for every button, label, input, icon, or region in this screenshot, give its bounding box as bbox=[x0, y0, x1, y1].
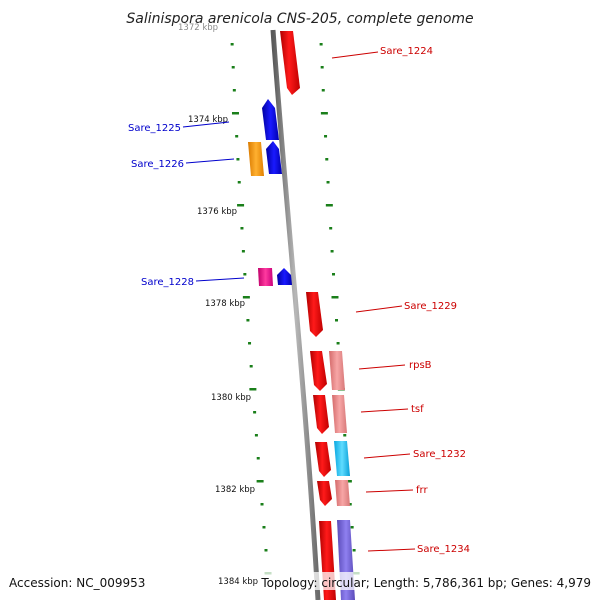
tick-mark bbox=[231, 112, 239, 115]
tick-mark bbox=[256, 457, 260, 460]
gene-rpsb-companion[interactable] bbox=[329, 351, 345, 390]
kbp-label: 1382 kbp bbox=[215, 485, 255, 495]
gene-sare-1228-companion[interactable] bbox=[258, 268, 273, 286]
kbp-label: 1384 kbp bbox=[218, 577, 258, 587]
tick-mark bbox=[325, 158, 329, 161]
kbp-label: 1376 kbp bbox=[197, 207, 237, 217]
tick-mark bbox=[231, 66, 235, 69]
tick-mark bbox=[249, 365, 253, 368]
tick-mark bbox=[236, 158, 240, 161]
tick-mark bbox=[248, 342, 252, 345]
left-label-connectors bbox=[182, 121, 245, 282]
tick-mark bbox=[352, 549, 356, 552]
tick-mark bbox=[254, 434, 258, 437]
tick-mark bbox=[321, 89, 325, 92]
tick-mark bbox=[256, 480, 264, 483]
tick-mark bbox=[264, 549, 268, 552]
right-label-connectors bbox=[331, 51, 416, 552]
tick-mark bbox=[330, 250, 334, 253]
tick-mark bbox=[230, 43, 234, 46]
gene-rpsb-arrow[interactable] bbox=[310, 351, 327, 391]
tick-mark bbox=[237, 204, 245, 207]
gene-label-frr[interactable]: frr bbox=[416, 485, 428, 496]
gene-sare-1229-arrow[interactable] bbox=[306, 292, 323, 337]
kbp-label: 1374 kbp bbox=[188, 115, 228, 125]
tick-mark bbox=[350, 526, 354, 529]
tick-mark bbox=[343, 434, 347, 437]
tick-mark bbox=[237, 181, 241, 184]
tick-mark bbox=[336, 342, 340, 345]
gene-sare-1224-arrow[interactable] bbox=[280, 31, 300, 95]
gene-label-sare-1232[interactable]: Sare_1232 bbox=[413, 449, 466, 460]
tick-mark bbox=[325, 204, 333, 207]
genome-info-text: Topology: circular; Length: 5,786,361 bp… bbox=[260, 576, 591, 590]
genome-backbone bbox=[270, 29, 321, 600]
tick-mark bbox=[329, 227, 333, 230]
tick-mark bbox=[260, 503, 264, 506]
tick-mark bbox=[320, 66, 324, 69]
tick-mark bbox=[240, 227, 244, 230]
kbp-label: 1380 kbp bbox=[211, 393, 251, 403]
gene-sare-1226-companion[interactable] bbox=[248, 142, 264, 176]
gene-label-sare-1224[interactable]: Sare_1224 bbox=[380, 46, 433, 57]
gene-sare-1226-arrow[interactable] bbox=[266, 141, 282, 174]
tick-mark bbox=[319, 43, 323, 46]
tick-mark bbox=[243, 273, 247, 276]
kbp-label: 1372 kbp bbox=[178, 23, 218, 33]
gene-frr-arrow[interactable] bbox=[317, 481, 332, 506]
left-tick-track bbox=[230, 43, 272, 575]
tick-mark bbox=[241, 250, 245, 253]
gene-frr-companion[interactable] bbox=[335, 480, 350, 506]
tick-mark bbox=[324, 135, 328, 138]
map-title: Salinispora arenicola CNS-205, complete … bbox=[126, 11, 473, 27]
gene-tsf-arrow[interactable] bbox=[313, 395, 329, 434]
accession-text: Accession: NC_009953 bbox=[9, 576, 145, 590]
gene-sare-1232-companion[interactable] bbox=[334, 441, 350, 476]
gene-label-sare-1229[interactable]: Sare_1229 bbox=[404, 301, 457, 312]
tick-mark bbox=[344, 480, 352, 483]
tick-mark bbox=[242, 296, 250, 299]
gene-label-sare-1228[interactable]: Sare_1228 bbox=[141, 277, 194, 288]
tick-mark bbox=[262, 526, 266, 529]
footer-info-background bbox=[258, 572, 593, 590]
tick-mark bbox=[320, 112, 328, 115]
tick-mark bbox=[232, 89, 236, 92]
gene-label-sare-1234[interactable]: Sare_1234 bbox=[417, 544, 470, 555]
tick-mark bbox=[253, 411, 257, 414]
tick-mark bbox=[235, 135, 239, 138]
gene-label-sare-1226[interactable]: Sare_1226 bbox=[131, 159, 184, 170]
tick-mark bbox=[331, 296, 339, 299]
tick-mark bbox=[249, 388, 257, 391]
tick-mark bbox=[332, 273, 336, 276]
gene-label-tsf[interactable]: tsf bbox=[411, 404, 424, 415]
gene-sare-1225-arrow[interactable] bbox=[262, 99, 279, 140]
tick-mark bbox=[246, 319, 250, 322]
gene-label-rpsb[interactable]: rpsB bbox=[409, 360, 432, 371]
gene-sare-1228-arrow[interactable] bbox=[277, 268, 292, 285]
right-tick-track bbox=[319, 43, 360, 575]
kbp-label: 1378 kbp bbox=[205, 299, 245, 309]
tick-mark bbox=[326, 181, 330, 184]
gene-tsf-companion[interactable] bbox=[332, 395, 347, 433]
gene-sare-1232-arrow[interactable] bbox=[315, 442, 331, 477]
tick-mark bbox=[348, 503, 352, 506]
tick-mark bbox=[335, 319, 339, 322]
gene-label-sare-1225[interactable]: Sare_1225 bbox=[128, 123, 181, 134]
